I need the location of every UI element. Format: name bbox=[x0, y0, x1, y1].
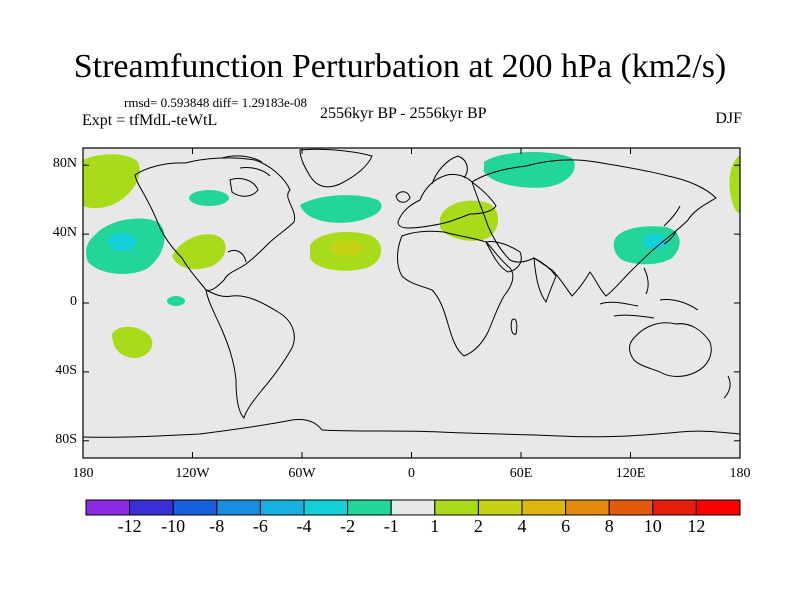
colorbar-label: -12 bbox=[117, 516, 142, 536]
coast-arctic-islands bbox=[221, 155, 271, 177]
anomaly-gulf-positive bbox=[172, 234, 226, 270]
lat-tick-label: 40S bbox=[55, 362, 77, 378]
anomaly-north-pacific-positive-wrap bbox=[729, 155, 740, 214]
coast-africa bbox=[397, 230, 514, 357]
coast-british-isles bbox=[395, 191, 411, 203]
colorbar bbox=[85, 499, 741, 516]
season-label: DJF bbox=[715, 110, 742, 127]
colorbar-label: -8 bbox=[209, 516, 225, 536]
colorbar-label: 4 bbox=[517, 516, 527, 536]
coast-arabia bbox=[485, 241, 522, 273]
coast-japan bbox=[663, 205, 681, 245]
colorbar-label: -10 bbox=[161, 516, 186, 536]
coast-europe bbox=[397, 173, 497, 229]
anomaly-north-pacific-positive bbox=[83, 154, 140, 209]
coast-hudson-bay bbox=[229, 177, 259, 197]
coast-scandinavia bbox=[431, 155, 468, 185]
coast-greenland bbox=[299, 148, 373, 188]
axis-ticks bbox=[82, 148, 741, 458]
anomaly-ne-pacific-negative bbox=[189, 190, 229, 206]
lat-tick-label: 0 bbox=[70, 294, 77, 309]
colorbar-label: -1 bbox=[383, 516, 399, 536]
coast-india bbox=[533, 257, 557, 304]
anomaly-mediterranean-positive bbox=[440, 200, 499, 241]
lon-tick-label: 120W bbox=[175, 466, 210, 481]
lon-tick-label: 0 bbox=[408, 466, 415, 481]
lat-tick-label: 40N bbox=[52, 225, 77, 241]
coast-madagascar bbox=[510, 318, 518, 335]
colorbar-swatch bbox=[695, 499, 741, 516]
colorbar-label: -2 bbox=[340, 516, 356, 536]
colorbar-label: 2 bbox=[473, 516, 483, 536]
coast-north-america bbox=[134, 157, 296, 291]
map-title: Streamfunction Perturbation at 200 hPa (… bbox=[73, 48, 727, 85]
lon-tick-label: 180 bbox=[729, 466, 751, 481]
colorbar-label: 10 bbox=[643, 516, 662, 536]
anomaly-north-atlantic-negative bbox=[300, 195, 382, 223]
anomaly-south-pacific-positive bbox=[112, 326, 153, 358]
period-label: 2556kyr BP - 2556kyr BP bbox=[320, 105, 487, 122]
anomaly-tropical-pacific-negative bbox=[167, 296, 185, 306]
colorbar-label: 6 bbox=[561, 516, 571, 536]
coast-indonesia bbox=[599, 299, 699, 319]
colorbar-labels: -12 -10 -8 -6 -4 -2 -1 1 2 4 6 8 10 12 bbox=[0, 513, 800, 543]
lon-tick-label: 180 bbox=[72, 466, 94, 481]
anomaly-layer bbox=[83, 152, 740, 358]
coast-antarctica bbox=[83, 419, 740, 438]
coast-philippines bbox=[643, 267, 649, 295]
anomaly-subtropical-atlantic-core bbox=[330, 240, 364, 256]
colorbar-label: 12 bbox=[687, 516, 706, 536]
lon-tick-label: 120E bbox=[615, 466, 646, 481]
lat-tick-label: 80S bbox=[55, 431, 77, 447]
lat-tick-label: 80N bbox=[52, 156, 77, 172]
lon-tick-label: 60W bbox=[288, 466, 316, 481]
colorbar-label: 8 bbox=[604, 516, 614, 536]
coast-new-zealand bbox=[723, 375, 731, 399]
coast-south-america bbox=[205, 289, 295, 419]
anomaly-central-pacific-core bbox=[108, 233, 136, 251]
anomaly-east-asia-core bbox=[643, 234, 667, 250]
rmsd-stats: rmsd= 0.593848 diff= 1.29183e-08 bbox=[124, 95, 308, 110]
coast-asia bbox=[471, 159, 717, 297]
coastlines bbox=[83, 148, 740, 438]
experiment-label: Expt = tfMdL-teWtL bbox=[82, 112, 218, 129]
colorbar-label: -4 bbox=[296, 516, 312, 536]
coast-gulf bbox=[227, 249, 247, 263]
colorbar-label: 1 bbox=[430, 516, 440, 536]
coast-australia bbox=[629, 322, 712, 377]
colorbar-label: -6 bbox=[252, 516, 268, 536]
lon-tick-label: 60E bbox=[509, 466, 533, 481]
